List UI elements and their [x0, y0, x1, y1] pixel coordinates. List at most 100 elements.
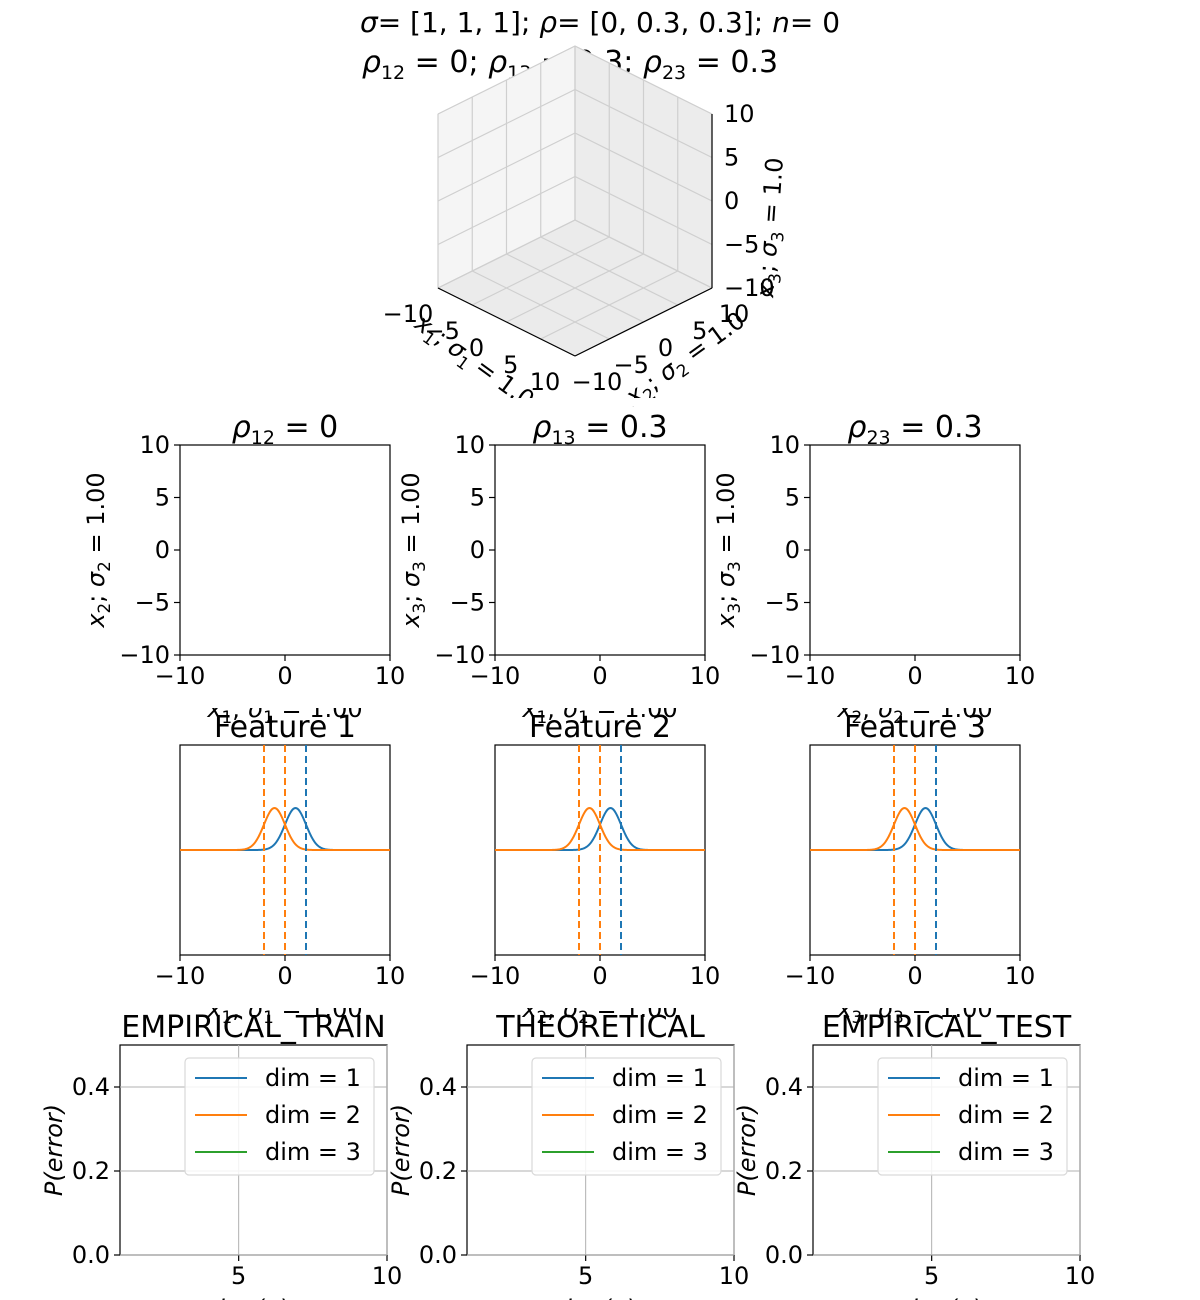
x-axis-label: log(n) [565, 1295, 636, 1300]
x-tick-label: 0 [907, 662, 922, 690]
y3d-tick-label: 10 [719, 300, 750, 328]
legend: dim = 1 dim = 2 dim = 3 [531, 1057, 722, 1176]
clip-band [0, 398, 1200, 406]
legend-label: dim = 2 [265, 1101, 361, 1129]
y-axis-line [574, 287, 713, 357]
feature-title: Feature 2 [529, 710, 671, 745]
scatter-title: ρ13 = 0.3 [532, 410, 667, 449]
x-tick-label: 0 [277, 962, 292, 990]
x-tick-label: 10 [1065, 1262, 1096, 1290]
x-tick-label: 5 [231, 1262, 246, 1290]
z3d-tick-label: 10 [724, 100, 755, 128]
z3d-tick-label: 5 [724, 144, 739, 172]
z3d-tick-label: 0 [724, 187, 739, 215]
error-title: EMPIRICAL_TRAIN [121, 1010, 385, 1045]
y-tick-label: 10 [139, 431, 170, 459]
legend-box [531, 1057, 722, 1176]
x-tick-label: 10 [1005, 662, 1036, 690]
y-tick-label: 0.4 [765, 1073, 803, 1101]
x-tick-label: 0 [592, 962, 607, 990]
legend-label: dim = 1 [958, 1064, 1054, 1092]
x-tick-label: 10 [375, 662, 406, 690]
z3d-axis-label: x3; σ3 = 1.0 [751, 157, 793, 300]
y-axis-label: P(error) [387, 1104, 415, 1196]
title-n-label: n [772, 6, 790, 39]
z3d-tick-label: −10 [724, 274, 775, 302]
grid-line [437, 88, 576, 159]
legend-label: dim = 2 [612, 1101, 708, 1129]
scatter-title: ρ12 = 0 [232, 410, 339, 449]
grid-line [437, 45, 576, 115]
y-tick-label: 5 [155, 484, 170, 512]
x3d-tick-label: 0 [469, 334, 484, 362]
clip-band [0, 998, 1200, 1008]
x3d-tick-label: −5 [425, 317, 460, 345]
y-tick-label: 10 [454, 431, 485, 459]
x-tick-label: 0 [277, 662, 292, 690]
x-tick-label: −10 [785, 662, 836, 690]
x-tick-label: 5 [578, 1262, 593, 1290]
title-rho-value: [0, 0.3, 0.3]; [581, 6, 773, 39]
legend-label: dim = 1 [612, 1064, 708, 1092]
y-tick-label: 0.4 [72, 1073, 110, 1101]
legend: dim = 1 dim = 2 dim = 3 [184, 1057, 375, 1176]
y-tick-label: −5 [765, 589, 800, 617]
plot-frame [179, 444, 391, 656]
y-tick-label: 0.2 [72, 1157, 110, 1185]
title-sigma-label: σ [360, 6, 379, 39]
title-sigma-value: [1, 1, 1]; [401, 6, 539, 39]
y-tick-label: −5 [135, 589, 170, 617]
legend: dim = 1 dim = 2 dim = 3 [877, 1057, 1068, 1176]
y3d-tick-label: 5 [692, 317, 707, 345]
clip-band [0, 698, 1200, 708]
plot-frame [494, 444, 706, 656]
title-n-value: 0 [813, 6, 840, 39]
grid-line [437, 132, 576, 202]
y-tick-label: −10 [434, 641, 485, 669]
y-axis-label: x2; σ2 = 1.00 [82, 472, 114, 628]
y-axis-label: P(error) [40, 1104, 68, 1196]
x-tick-label: −10 [470, 662, 521, 690]
x-tick-label: 0 [907, 962, 922, 990]
x-tick-label: 5 [924, 1262, 939, 1290]
y3d-tick-label: −10 [572, 368, 623, 396]
grid-line [574, 88, 713, 159]
legend-box [184, 1057, 375, 1176]
z3d-tick-label: −5 [724, 231, 759, 259]
title-rho12-value: 0 [449, 45, 468, 80]
y3d-tick-label: 0 [658, 334, 673, 362]
title-rho-label: ρ [539, 6, 557, 39]
y-tick-label: 0 [470, 536, 485, 564]
y-tick-label: 0 [155, 536, 170, 564]
x3d-tick-label: 5 [503, 351, 518, 379]
x-tick-label: −10 [785, 962, 836, 990]
chart-error-3: EMPIRICAL_TEST 5 10 0.0 0.2 0.4P(error) log(n)… [733, 1010, 1095, 1300]
feature-title: Feature 3 [844, 710, 986, 745]
y-tick-label: 0.2 [419, 1157, 457, 1185]
title-line-1: σ= [1, 1, 1]; ρ= [0, 0.3, 0.3]; n= 0 [360, 6, 840, 39]
x-tick-label: −10 [155, 662, 206, 690]
y-tick-label: 0.0 [72, 1241, 110, 1269]
error-title: THEORETICAL [495, 1010, 705, 1045]
y-tick-label: 5 [470, 484, 485, 512]
legend-label: dim = 3 [265, 1138, 361, 1166]
legend-box [877, 1057, 1068, 1176]
y-tick-label: −10 [119, 641, 170, 669]
x-tick-label: −10 [155, 962, 206, 990]
x3d-tick-label: 10 [530, 368, 561, 396]
y-axis-label: x3; σ3 = 1.00 [712, 472, 744, 628]
x-tick-label: 10 [690, 962, 721, 990]
y-axis-label: x3; σ3 = 1.00 [397, 472, 429, 628]
x-tick-label: 10 [1005, 962, 1036, 990]
x-tick-label: 10 [375, 962, 406, 990]
y-tick-label: −10 [749, 641, 800, 669]
legend-label: dim = 1 [265, 1064, 361, 1092]
x-tick-label: 10 [372, 1262, 403, 1290]
